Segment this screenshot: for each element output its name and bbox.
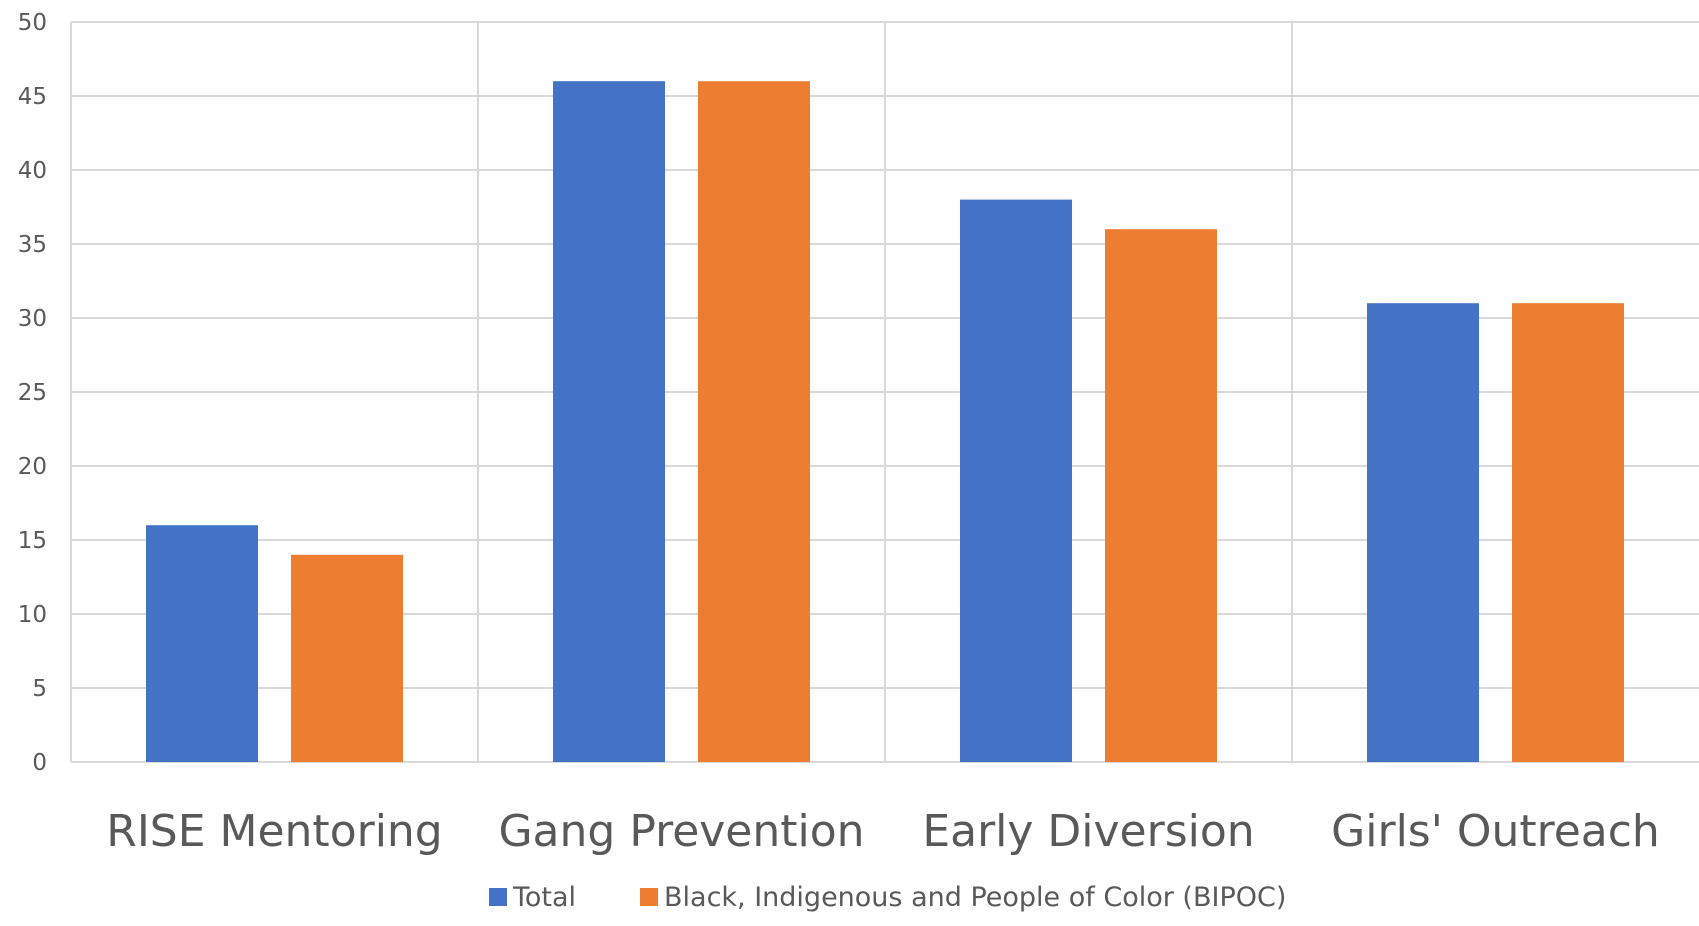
y-tick-label: 45 bbox=[18, 84, 47, 110]
legend-label-total: Total bbox=[512, 882, 576, 913]
y-tick-label: 15 bbox=[18, 528, 47, 554]
bars bbox=[146, 81, 1624, 763]
bar-total-0 bbox=[146, 525, 258, 762]
x-category-label: Gang Prevention bbox=[498, 806, 864, 857]
legend-label-bipoc: Black, Indigenous and People of Color (B… bbox=[664, 882, 1286, 913]
y-tick-label: 20 bbox=[18, 454, 47, 480]
x-axis-category-labels: RISE Mentoring Gang Prevention Early Diver… bbox=[106, 806, 1660, 857]
x-category-label: RISE Mentoring bbox=[106, 806, 443, 857]
bar-bipoc-3 bbox=[1512, 303, 1624, 762]
y-tick-label: 25 bbox=[18, 380, 47, 406]
y-tick-label: 10 bbox=[18, 602, 47, 628]
y-tick-label: 0 bbox=[32, 750, 47, 776]
bar-total-2 bbox=[960, 199, 1072, 763]
bar-bipoc-2 bbox=[1105, 229, 1217, 762]
y-axis-tick-labels: 0 5 10 15 20 25 30 35 40 45 50 bbox=[18, 10, 47, 776]
legend-swatch-bipoc bbox=[640, 888, 658, 906]
bar-bipoc-0 bbox=[291, 554, 403, 762]
legend: Total Black, Indigenous and People of Col… bbox=[489, 882, 1286, 913]
y-tick-label: 30 bbox=[18, 306, 47, 332]
legend-swatch-total bbox=[489, 888, 507, 906]
x-category-label: Early Diversion bbox=[922, 806, 1254, 857]
y-tick-label: 40 bbox=[18, 158, 47, 184]
bar-bipoc-1 bbox=[698, 81, 810, 762]
bar-total-1 bbox=[553, 81, 665, 762]
y-tick-label: 35 bbox=[18, 232, 47, 258]
y-tick-label: 5 bbox=[32, 676, 47, 702]
bar-total-3 bbox=[1367, 303, 1479, 762]
y-tick-label: 50 bbox=[18, 10, 47, 36]
x-category-label: Girls' Outreach bbox=[1331, 806, 1660, 857]
